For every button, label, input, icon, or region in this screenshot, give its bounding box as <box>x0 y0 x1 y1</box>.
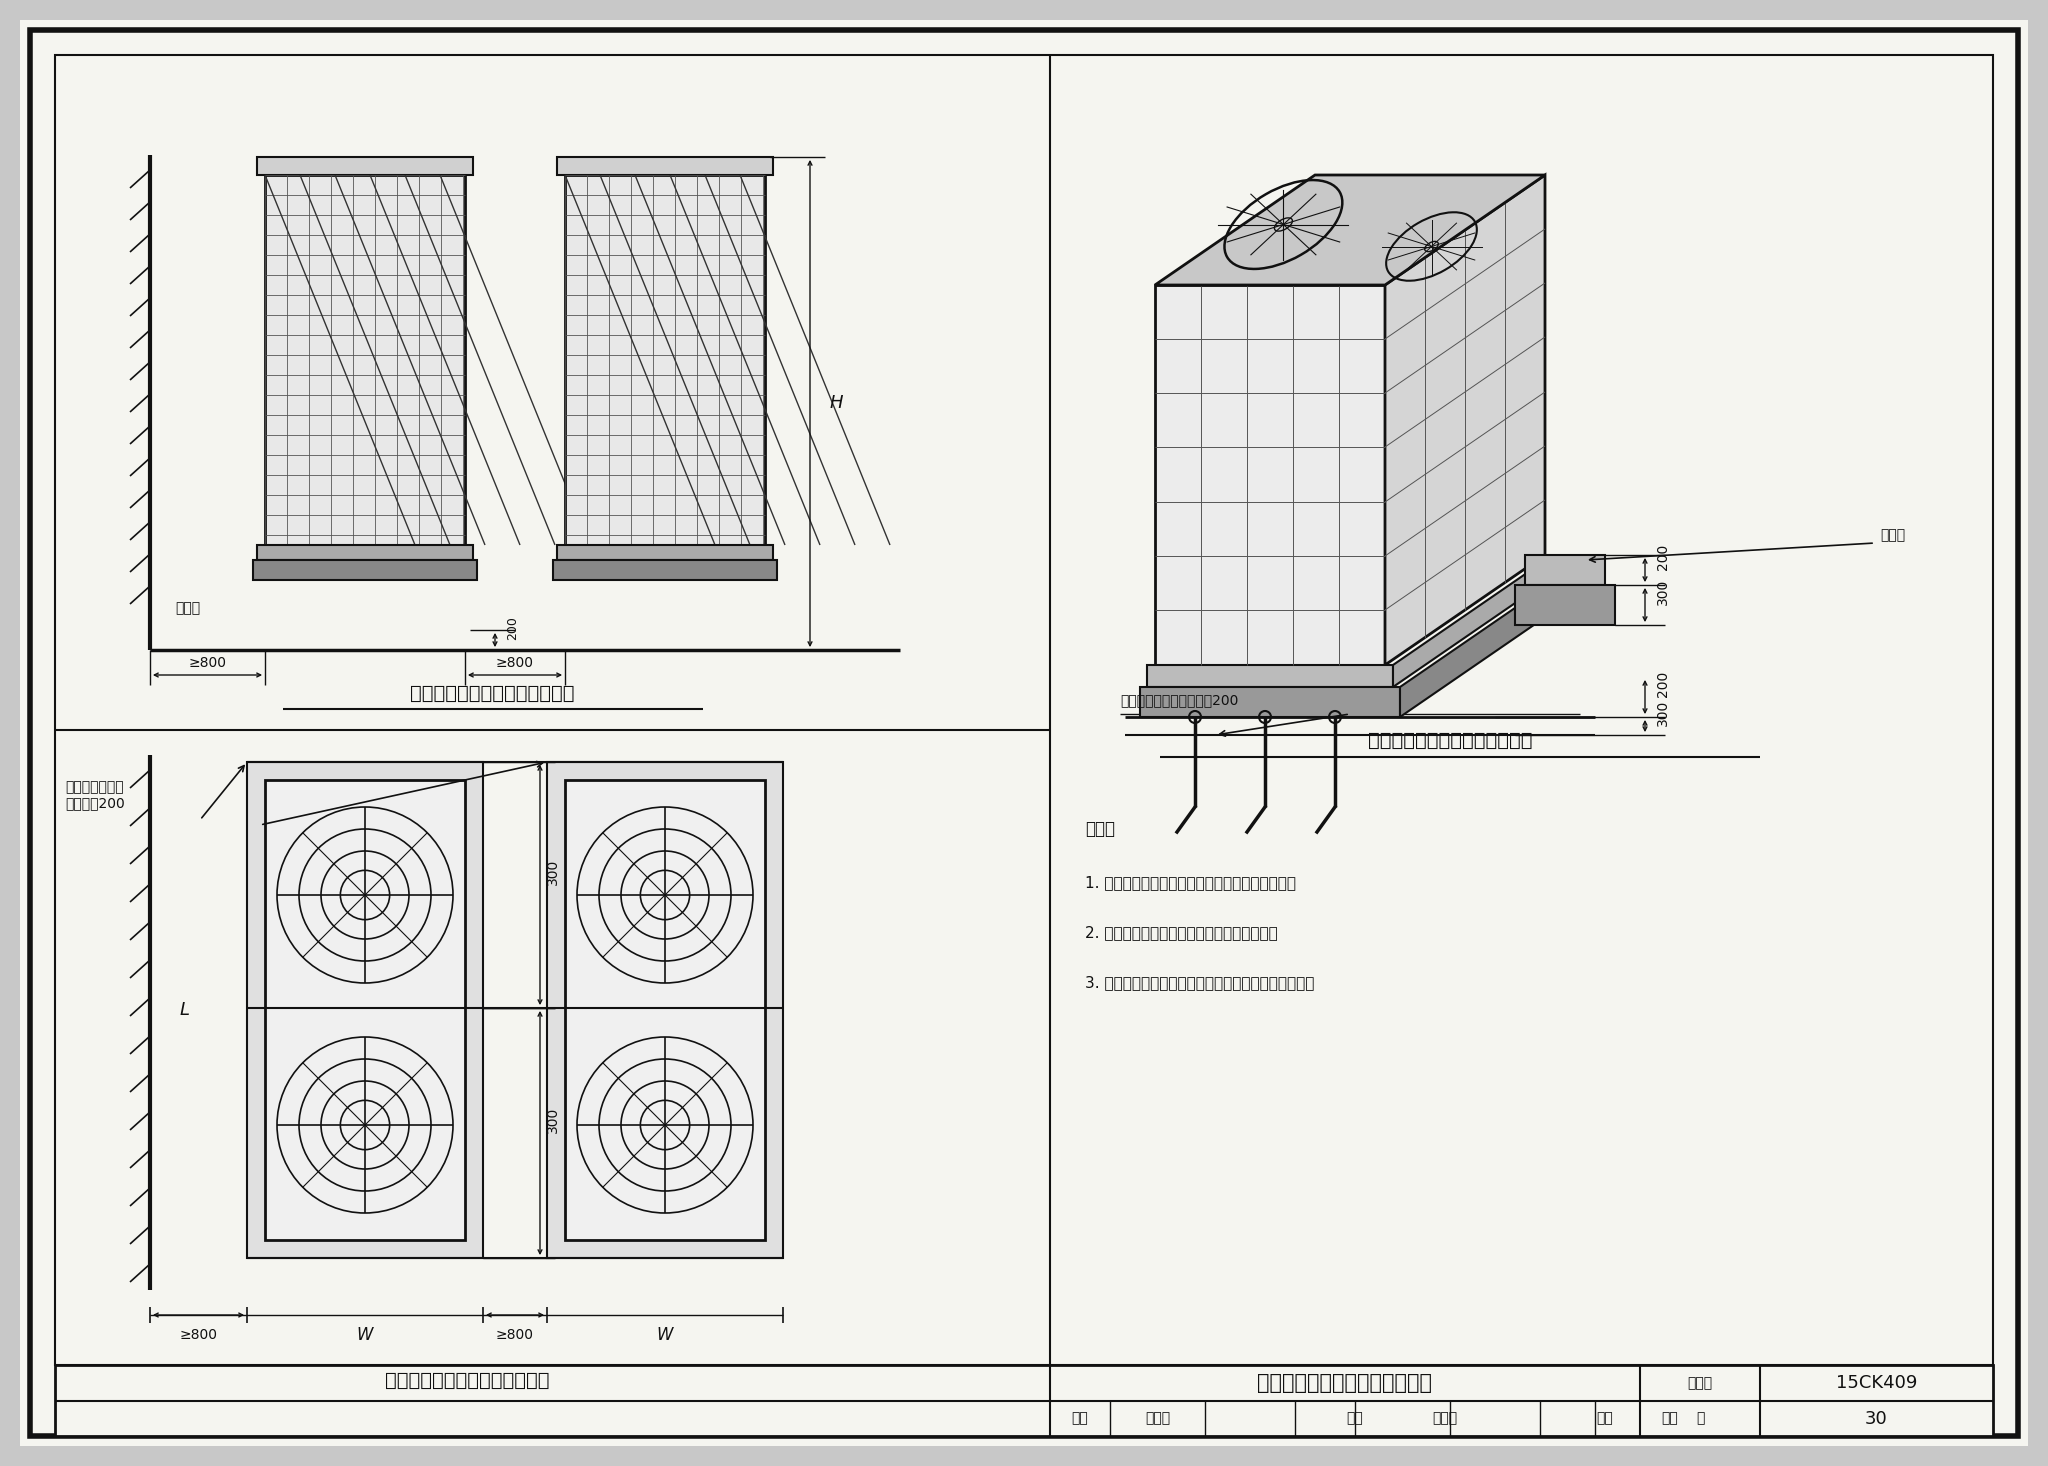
Text: 隔振嫨: 隔振嫨 <box>1880 528 1905 542</box>
Bar <box>565 780 766 1240</box>
Text: 说明：: 说明： <box>1085 819 1114 839</box>
Bar <box>553 560 776 581</box>
Bar <box>547 762 782 1258</box>
Text: 设计: 设计 <box>1597 1412 1614 1425</box>
Text: W: W <box>356 1327 373 1344</box>
Bar <box>55 1365 1993 1437</box>
Bar <box>1516 585 1616 625</box>
Polygon shape <box>1384 174 1544 666</box>
Text: 200: 200 <box>506 616 520 641</box>
Text: ≥800: ≥800 <box>188 655 227 670</box>
Text: 300: 300 <box>1657 579 1669 605</box>
Text: 15CK409: 15CK409 <box>1835 1374 1917 1393</box>
Text: 200: 200 <box>1657 544 1669 570</box>
Text: 30: 30 <box>1866 1409 1888 1428</box>
Text: 200: 200 <box>1657 671 1669 696</box>
Text: ≥800: ≥800 <box>180 1328 217 1341</box>
Bar <box>264 780 465 1240</box>
Bar <box>248 762 483 1258</box>
Polygon shape <box>1155 174 1544 284</box>
Text: 审核: 审核 <box>1071 1412 1087 1425</box>
Bar <box>1526 556 1606 585</box>
Text: 图集号: 图集号 <box>1688 1377 1712 1390</box>
Text: 页: 页 <box>1696 1412 1704 1425</box>
Bar <box>1147 666 1393 688</box>
Text: 隔振嫨: 隔振嫨 <box>174 601 201 616</box>
Text: 1. 安装时机组底部基座可采用槽钐或混凝土浇湑。: 1. 安装时机组底部基座可采用槽钐或混凝土浇湑。 <box>1085 875 1296 890</box>
Text: H: H <box>829 394 844 412</box>
Bar <box>565 174 766 545</box>
Text: 李红: 李红 <box>1661 1412 1679 1425</box>
Text: 王桃小: 王桃小 <box>1432 1412 1458 1425</box>
Text: 空气源热泵热水机组安装侧视图: 空气源热泵热水机组安装侧视图 <box>1368 730 1532 749</box>
Text: ≥800: ≥800 <box>496 655 535 670</box>
Text: 3. 安装空气源热泵热水机组时应对屋面荷载进行校核。: 3. 安装空气源热泵热水机组时应对屋面荷载进行校核。 <box>1085 975 1315 990</box>
Bar <box>55 56 1993 1365</box>
Polygon shape <box>1393 556 1552 688</box>
Text: 钟家海: 钟家海 <box>1145 1412 1171 1425</box>
Text: 设备基础高出建筑完成面200: 设备基础高出建筑完成面200 <box>1120 693 1239 707</box>
Text: L: L <box>180 1001 190 1019</box>
Text: 空气源热泵热水机组安装主视图: 空气源热泵热水机组安装主视图 <box>410 683 575 702</box>
Text: 2. 安装时机组底座采用隔振嫨进行减振处理。: 2. 安装时机组底座采用隔振嫨进行减振处理。 <box>1085 925 1278 940</box>
Text: W: W <box>657 1327 674 1344</box>
Bar <box>256 545 473 560</box>
Text: ≥800: ≥800 <box>496 1328 535 1341</box>
Text: 300: 300 <box>547 859 559 885</box>
Text: 空气源热泵热水机组安装示意图: 空气源热泵热水机组安装示意图 <box>1257 1374 1432 1393</box>
Bar <box>1141 688 1401 717</box>
Text: 设备基础高出建
筑完成面200: 设备基础高出建 筑完成面200 <box>66 780 125 811</box>
Bar <box>1155 284 1384 666</box>
Polygon shape <box>1401 578 1561 717</box>
Text: 300: 300 <box>1657 699 1669 726</box>
Bar <box>254 560 477 581</box>
Bar <box>557 545 772 560</box>
Text: 校对: 校对 <box>1348 1412 1364 1425</box>
Text: 空气源热泵热水机组安装俦视图: 空气源热泵热水机组安装俦视图 <box>385 1371 549 1390</box>
Bar <box>557 157 772 174</box>
Bar <box>256 157 473 174</box>
Bar <box>264 174 465 545</box>
Text: 300: 300 <box>547 1107 559 1133</box>
